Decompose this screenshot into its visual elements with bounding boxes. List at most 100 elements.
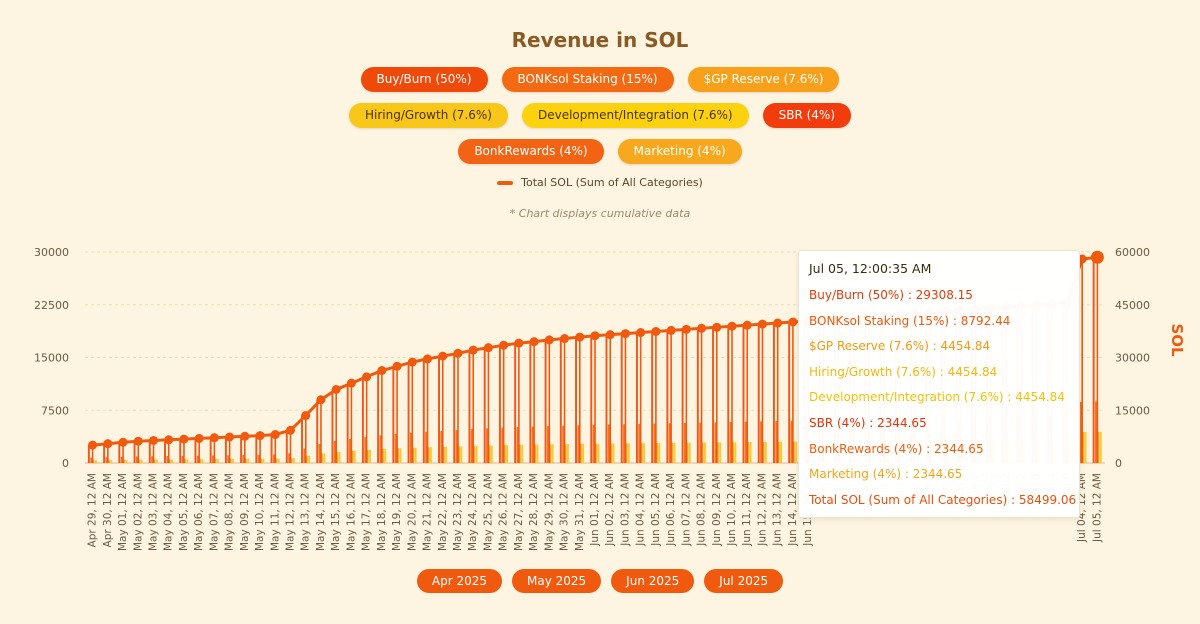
x-tick-label: May 10, 12 AM	[254, 473, 266, 551]
bar-2-66	[1097, 431, 1100, 463]
bar-2-30	[549, 444, 552, 463]
x-tick-label: May 16, 12 AM	[345, 473, 357, 551]
bar-2-17	[351, 450, 354, 463]
legend-gp-reserve[interactable]: $GP Reserve (7.6%)	[687, 67, 840, 92]
bar-0-14	[301, 415, 303, 463]
bar-2-44	[762, 441, 765, 463]
bar-2-32	[579, 443, 582, 463]
bar-0-3	[133, 441, 136, 463]
x-tick-label: Jun 08, 12 AM	[696, 473, 708, 547]
bar-1-33	[592, 424, 595, 463]
legend-total-sol[interactable]: Total SOL (Sum of All Categories)	[0, 176, 1200, 189]
bar-2-2	[123, 459, 126, 463]
bar-2-35	[625, 443, 628, 463]
bar-3-39	[688, 442, 691, 463]
bar-0-7	[194, 438, 197, 463]
bar-0-22	[422, 358, 425, 463]
total-point	[407, 357, 417, 367]
x-tick-label: Jun 14, 12 AM	[787, 473, 799, 547]
bar-0-5	[164, 439, 166, 463]
x-tick-label: May 01, 12 AM	[117, 473, 129, 551]
bar-1-30	[546, 426, 549, 463]
bar-3-2	[125, 459, 128, 463]
bar-2-21	[412, 447, 415, 463]
bar-1-28	[516, 427, 519, 463]
total-point	[651, 326, 661, 336]
legend-sbr[interactable]: SBR (4%)	[762, 103, 852, 128]
bar-1-27	[501, 427, 504, 463]
total-point	[346, 378, 356, 388]
total-point	[423, 354, 433, 364]
bar-2-65	[1082, 431, 1085, 463]
bar-3-26	[490, 445, 493, 463]
bar-1-7	[196, 455, 199, 463]
total-point	[514, 338, 524, 348]
bar-0-44	[757, 324, 760, 463]
month-filter: Apr 2025 May 2025 Jun 2025 Jul 2025	[0, 569, 1200, 593]
total-point	[560, 334, 570, 344]
bar-3-46	[795, 441, 798, 463]
bar-3-28	[521, 444, 524, 463]
bar-2-25	[473, 445, 476, 463]
tooltip-row-gp-reserve: $GP Reserve (7.6%) : 4454.84	[809, 339, 991, 354]
bar-3-34	[612, 443, 615, 463]
month-may-button[interactable]: May 2025	[512, 569, 602, 593]
total-point	[697, 323, 707, 333]
bar-2-41	[716, 442, 719, 463]
bar-0-46	[788, 321, 791, 463]
x-tick-label: May 13, 12 AM	[300, 473, 312, 551]
tooltip-row-hiring-growth: Hiring/Growth (7.6%) : 4454.84	[809, 364, 998, 379]
left-axis-ticks: 0 7500 15000 22500 30000	[34, 246, 69, 470]
bar-3-36	[643, 443, 645, 463]
bar-0-29	[529, 341, 532, 463]
bar-1-19	[379, 435, 382, 463]
bar-2-40	[701, 442, 704, 463]
bar-1-14	[303, 448, 306, 463]
bar-2-45	[777, 441, 780, 463]
total-point	[331, 385, 341, 395]
bar-3-40	[703, 442, 706, 463]
bar-3-10	[247, 458, 250, 463]
right-tick-label: 15000	[1115, 404, 1150, 417]
bar-3-7	[201, 459, 204, 463]
x-tick-label: May 04, 12 AM	[163, 473, 175, 551]
bar-2-1	[107, 460, 110, 463]
month-jul-button[interactable]: Jul 2025	[704, 569, 784, 593]
bar-3-27	[506, 445, 508, 463]
bar-2-11	[260, 458, 263, 463]
total-point	[636, 328, 646, 338]
month-jun-button[interactable]: Jun 2025	[611, 569, 695, 593]
bar-2-27	[503, 445, 506, 463]
bar-2-26	[488, 445, 491, 463]
bar-3-41	[719, 442, 722, 463]
legend-bonkrewards[interactable]: BonkRewards (4%)	[458, 139, 604, 164]
bar-1-46	[790, 420, 793, 463]
left-tick-label: 7500	[41, 404, 69, 417]
bar-0-38	[666, 330, 669, 463]
bar-3-38	[673, 442, 676, 463]
x-tick-label: May 23, 12 AM	[452, 473, 464, 551]
bar-3-3	[140, 459, 143, 463]
x-tick-label: May 27, 12 AM	[513, 473, 525, 551]
bar-3-4	[155, 459, 158, 463]
legend-development-integration[interactable]: Development/Integration (7.6%)	[521, 103, 749, 128]
total-point	[240, 431, 250, 441]
bar-1-1	[105, 457, 108, 463]
x-tick-label: Jun 02, 12 AM	[604, 473, 616, 547]
bar-0-35	[620, 333, 623, 463]
bar-2-10	[244, 458, 247, 463]
legend-hiring-growth[interactable]: Hiring/Growth (7.6%)	[348, 103, 508, 128]
bar-0-1	[103, 443, 106, 463]
bar-1-24	[455, 430, 458, 463]
x-tick-label: May 14, 12 AM	[315, 473, 327, 551]
x-tick-label: May 12, 12 AM	[285, 473, 297, 551]
legend-buy-burn[interactable]: Buy/Burn (50%)	[360, 67, 488, 92]
legend-marketing[interactable]: Marketing (4%)	[617, 139, 742, 164]
tooltip-row-total: Total SOL (Sum of All Categories) : 5849…	[809, 492, 1077, 507]
legend-bonksol-staking[interactable]: BONKsol Staking (15%)	[501, 67, 674, 92]
bar-2-28	[518, 444, 521, 463]
month-apr-button[interactable]: Apr 2025	[416, 569, 502, 593]
bar-2-18	[366, 449, 369, 463]
total-point	[727, 321, 737, 331]
bar-1-65	[1079, 401, 1082, 463]
